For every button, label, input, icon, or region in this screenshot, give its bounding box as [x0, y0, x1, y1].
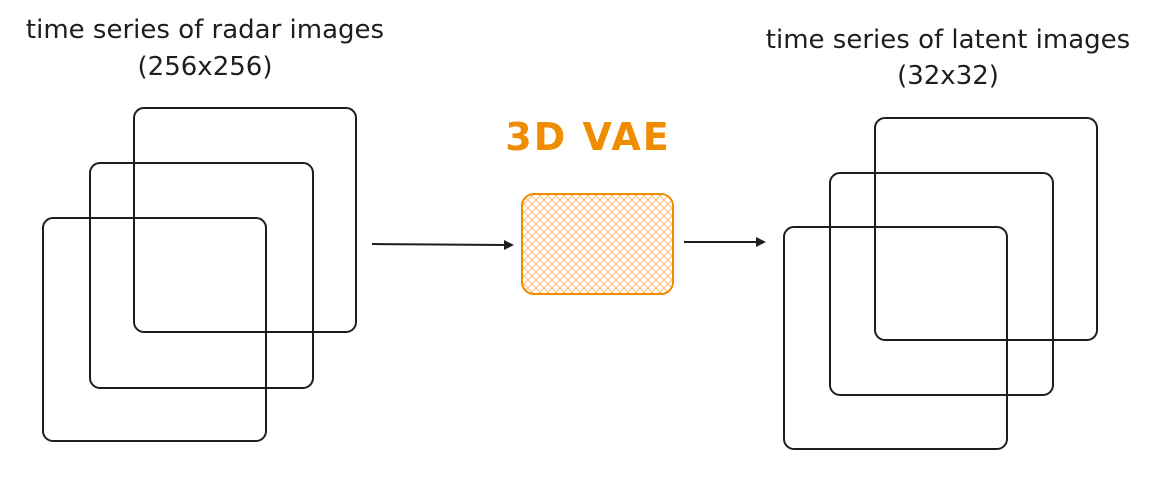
input-frame-stack	[42, 107, 357, 442]
output-frame-stack	[783, 117, 1098, 450]
output-frame-front	[783, 226, 1008, 450]
input-caption-line2: (256x256)	[138, 52, 273, 82]
arrow-line	[371, 243, 507, 246]
input-frame-back	[133, 107, 357, 333]
arrow-input-to-vae	[371, 240, 514, 250]
arrow-vae-to-output	[684, 237, 766, 247]
input-frame-front	[42, 217, 267, 442]
arrowhead-icon	[504, 240, 514, 250]
input-frame-middle	[89, 162, 314, 389]
output-caption-line2: (32x32)	[897, 61, 999, 91]
output-frame-back	[874, 117, 1098, 341]
output-frame-middle	[829, 172, 1054, 396]
output-caption-line1: time series of latent images	[766, 25, 1130, 55]
vae-title: 3D VAE	[505, 115, 670, 159]
vae-box	[521, 193, 674, 295]
input-caption-line1: time series of radar images	[26, 15, 384, 45]
arrowhead-icon	[756, 237, 766, 247]
